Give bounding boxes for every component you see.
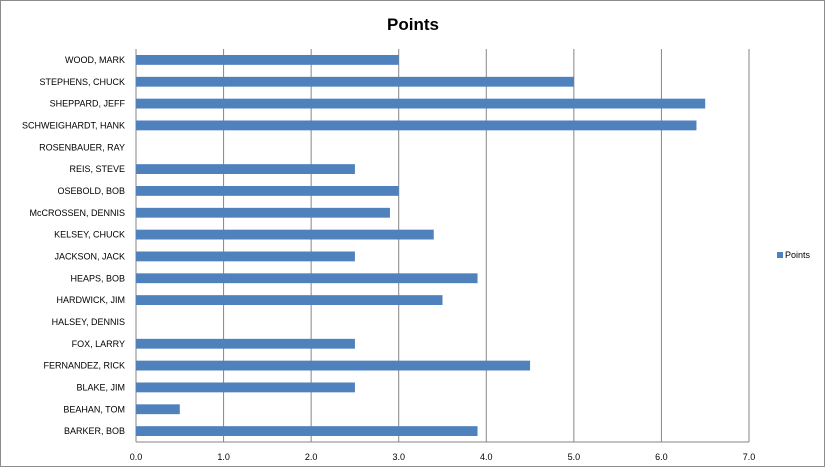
bar [136,120,697,131]
bar [136,164,355,174]
x-tick-label: 0.0 [130,452,143,462]
legend: Points [777,250,811,260]
bar [136,426,478,436]
x-tick-labels: 0.0 1.0 2.0 3.0 4.0 5.0 6.0 7.0 [130,452,756,462]
bar [136,229,434,240]
category-label: ROSENBAUER, RAY [39,142,125,152]
category-label: FOX, LARRY [72,339,125,349]
category-labels: WOOD, MARK STEPHENS, CHUCK SHEPPARD, JEFF S… [22,55,126,436]
bar [136,55,399,65]
bar [136,382,355,393]
category-label: JACKSON, JACK [54,251,125,261]
bar [136,207,390,218]
bar [136,186,399,196]
category-label: REIS, STEVE [69,164,125,174]
bar [136,273,478,284]
x-tick-label: 6.0 [655,452,668,462]
bar [136,251,355,262]
bar [136,338,355,349]
x-tick-label: 4.0 [480,452,493,462]
bar [136,404,180,415]
category-label: HALSEY, DENNIS [52,317,125,327]
bar [136,295,443,305]
category-label: HEAPS, BOB [70,273,125,283]
category-label: KELSEY, CHUCK [54,230,125,240]
bar [136,76,574,87]
category-label: McCROSSEN, DENNIS [29,208,125,218]
category-label: WOOD, MARK [65,55,125,65]
category-label: STEPHENS, CHUCK [39,77,125,87]
bar [136,360,531,371]
x-tick-label: 3.0 [392,452,405,462]
chart-title: Points [387,15,439,34]
category-label: OSEBOLD, BOB [57,186,125,196]
x-tick-label: 1.0 [217,452,230,462]
category-label: BARKER, BOB [64,426,125,436]
category-label: FERNANDEZ, RICK [43,361,125,371]
category-label: HARDWICK, JIM [57,295,126,305]
bars [136,55,706,436]
category-label: SHEPPARD, JEFF [50,99,126,109]
x-tick-label: 2.0 [305,452,318,462]
gridlines [135,49,750,443]
x-tick-label: 5.0 [568,452,581,462]
category-label: BLAKE, JIM [76,382,125,392]
legend-label: Points [785,250,811,260]
category-label: SCHWEIGHARDT, HANK [22,120,125,130]
category-label: BEAHAN, TOM [63,404,125,414]
legend-swatch [777,252,783,258]
x-tick-label: 7.0 [743,452,756,462]
bar [136,98,706,109]
